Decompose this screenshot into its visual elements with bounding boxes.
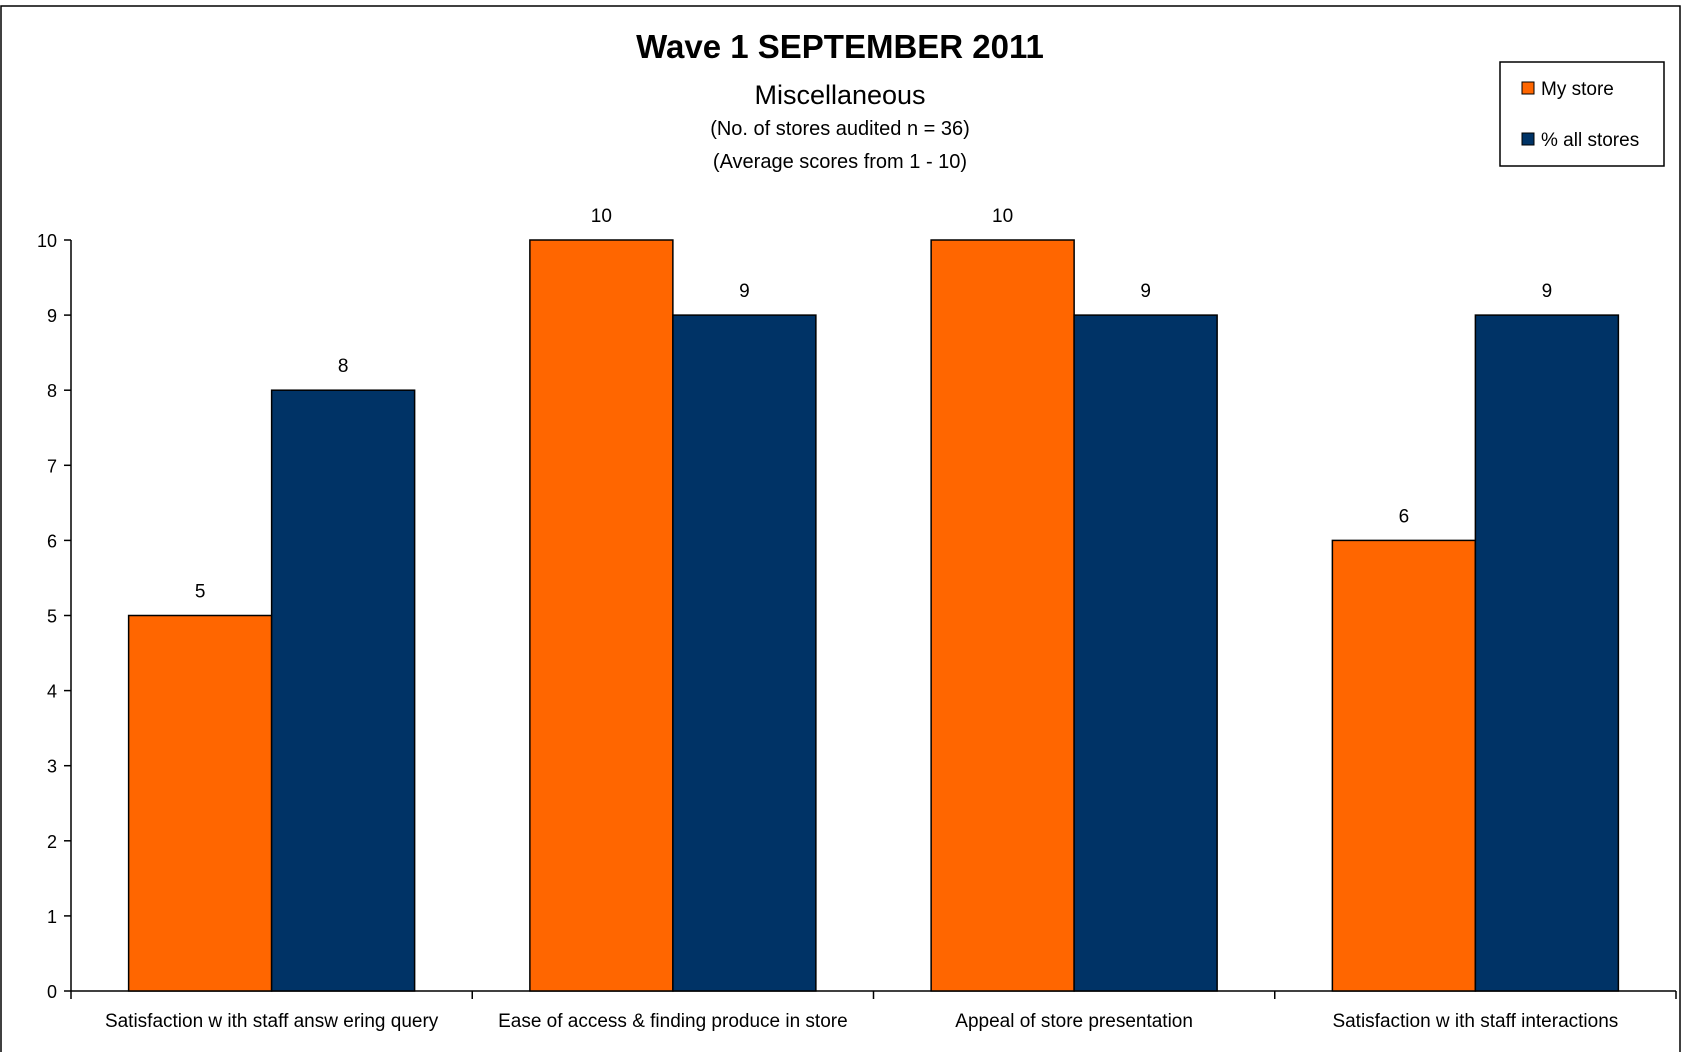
bar-value-labels: 5 8 10 9 10 9 6 9 [195,206,1552,603]
bar [529,239,674,992]
y-tick-label: 3 [47,757,57,777]
chart-subtitle: (No. of stores audited n = 36) [710,118,970,140]
bar-value-label: 9 [739,281,750,302]
y-tick-label: 4 [47,682,57,702]
y-tick-label: 9 [47,306,57,326]
bar [1331,539,1477,992]
legend: My store % all stores [1499,61,1665,167]
bar [1474,314,1620,992]
legend-swatch-my-store [1521,81,1535,95]
bar [930,239,1075,992]
y-tick-label: 0 [47,982,57,1002]
bar-value-label: 9 [1542,281,1553,302]
bar-value-label: 10 [591,206,612,227]
bars [127,239,1620,992]
x-axis-ticks [70,991,1677,999]
legend-label-all-stores: % all stores [1541,130,1639,151]
chart-subtitle: Miscellaneous [754,80,925,110]
y-tick-label: 5 [47,607,57,627]
bar-value-label: 9 [1140,281,1151,302]
x-category-label: Ease of access & finding produce in stor… [498,1011,848,1032]
legend-swatch-all-stores [1521,132,1535,146]
bar-value-label: 6 [1399,506,1410,527]
y-tick-label: 8 [47,381,57,401]
y-tick-label: 10 [37,231,57,251]
y-tick-label: 6 [47,531,57,551]
bar [127,614,273,992]
y-tick-label: 2 [47,832,57,852]
x-axis-category-labels: Satisfaction w ith staff answ ering quer… [105,1011,1618,1032]
bar [672,314,817,992]
x-category-label: Satisfaction w ith staff interactions [1332,1011,1618,1032]
bar-value-label: 10 [992,206,1013,227]
bar-value-label: 8 [338,356,349,377]
bar [270,389,416,992]
chart-subtitle: (Average scores from 1 - 10) [713,151,967,173]
legend-box [1499,61,1665,167]
y-tick-label: 7 [47,456,57,476]
bar [1073,314,1218,992]
x-category-label: Satisfaction w ith staff answ ering quer… [105,1011,439,1032]
legend-label-my-store: My store [1541,79,1614,100]
chart-title: Wave 1 SEPTEMBER 2011 [636,28,1044,65]
bar-value-label: 5 [195,582,206,603]
y-axis-ticks: 0 1 2 3 4 5 6 7 8 9 10 [37,231,71,1002]
x-category-label: Appeal of store presentation [955,1011,1193,1032]
y-tick-label: 1 [47,907,57,927]
